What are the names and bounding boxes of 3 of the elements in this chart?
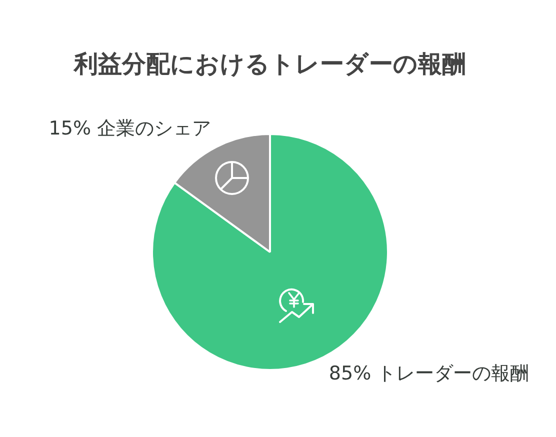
slice-label: 15% 企業のシェア xyxy=(48,117,212,140)
slice-label: 85% トレーダーの報酬 xyxy=(328,362,530,385)
chart-title: 利益分配におけるトレーダーの報酬 xyxy=(73,50,466,78)
